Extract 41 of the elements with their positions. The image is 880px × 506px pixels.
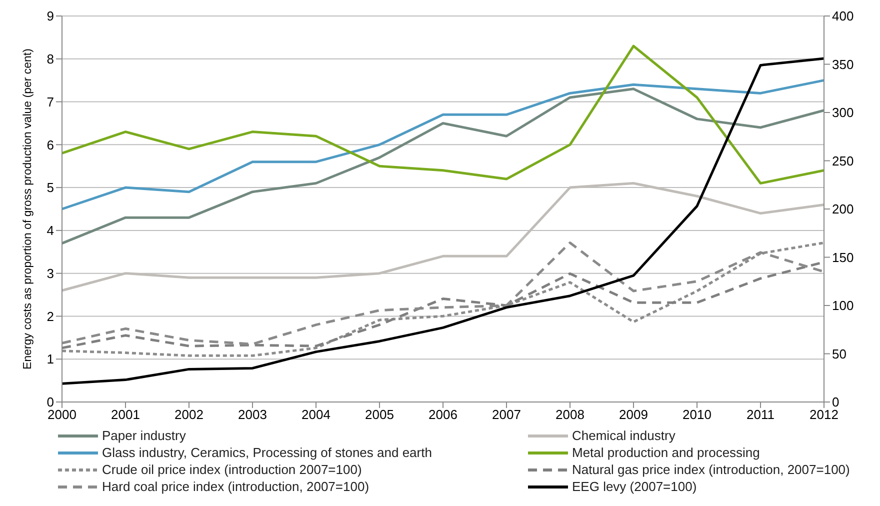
legend-label: Natural gas price index (introduction, 2007=100) <box>572 462 850 477</box>
y2-tick-label: 400 <box>832 8 854 24</box>
legend-label: Glass industry, Ceramics, Processing of stones and earth <box>102 445 432 460</box>
x-tick-label: 2012 <box>810 407 838 422</box>
legend-label: Crude oil price index (introduction 2007=100) <box>102 462 362 477</box>
x-tick-label: 2007 <box>492 407 521 422</box>
y-tick-label: 7 <box>46 94 54 110</box>
y2-tick-label: 50 <box>832 346 846 362</box>
x-tick-label: 2009 <box>619 407 648 422</box>
y-axis-title: Energy costs as proportion of gross production value (per cent) <box>22 48 34 370</box>
legend-label: Paper industry <box>102 428 186 443</box>
y-tick-label: 3 <box>46 266 54 281</box>
legend-label: EEG levy (2007=100) <box>572 479 697 494</box>
legend-label: Metal production and processing <box>572 445 760 460</box>
y2-tick-label: 200 <box>832 202 854 217</box>
x-tick-label: 2008 <box>556 407 584 422</box>
legend-label: Chemical industry <box>572 428 676 443</box>
y2-tick-label: 350 <box>832 56 854 72</box>
x-tick-label: 2000 <box>48 407 76 422</box>
x-tick-label: 2010 <box>682 407 712 422</box>
x-tick-label: 2002 <box>174 407 204 422</box>
y-tick-label: 9 <box>46 8 54 24</box>
y2-tick-label: 150 <box>832 250 854 265</box>
y2-tick-label: 0 <box>832 394 840 410</box>
x-tick-label: 2001 <box>111 407 140 422</box>
x-tick-label: 2011 <box>746 407 774 422</box>
x-tick-label: 2004 <box>302 407 330 422</box>
x-tick-label: 2003 <box>238 407 267 422</box>
y2-tick-label: 250 <box>832 153 854 168</box>
y-tick-label: 1 <box>46 352 54 367</box>
y-tick-label: 4 <box>46 223 54 238</box>
y2-tick-label: 100 <box>832 298 854 314</box>
y-tick-label: 6 <box>46 137 54 152</box>
y-tick-label: 2 <box>46 308 54 324</box>
legend-label: Hard coal price index (introduction, 2007=100) <box>102 479 370 494</box>
x-tick-label: 2005 <box>365 407 394 422</box>
y-tick-label: 5 <box>46 180 54 196</box>
y-tick-label: 0 <box>46 394 54 410</box>
x-tick-label: 2006 <box>428 407 458 422</box>
y2-tick-label: 300 <box>832 105 854 120</box>
y-tick-label: 8 <box>46 52 54 67</box>
